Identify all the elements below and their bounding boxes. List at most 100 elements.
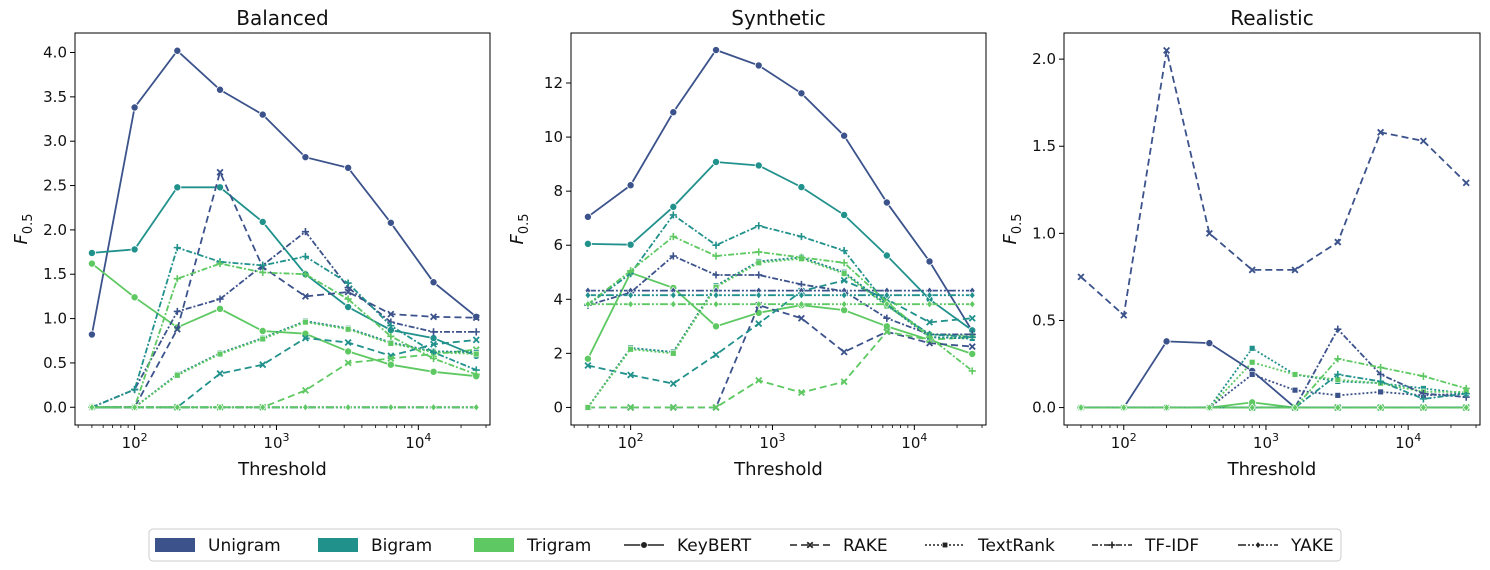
series-line-rake-trigram — [91, 348, 477, 409]
series-group — [1076, 46, 1471, 412]
data-point-rake-unigram-9 — [968, 343, 976, 351]
data-point-yake-trigram-0 — [1077, 403, 1085, 412]
data-point-yake-trigram-7 — [883, 300, 891, 309]
series-line-tf-idf-bigram — [587, 213, 973, 338]
chart-title: Balanced — [236, 6, 328, 30]
y-tick-label: 6 — [553, 236, 563, 254]
data-point-tf-idf-trigram-7 — [387, 332, 395, 340]
y-tick-label: 0.0 — [43, 398, 67, 416]
data-point-keybert-unigram-3 — [1205, 339, 1214, 348]
data-point-rake-bigram-5 — [301, 334, 309, 342]
data-point-tf-idf-bigram-6 — [344, 279, 352, 287]
y-axis-label: F0.5 — [1000, 213, 1025, 244]
y-tick-label: 2.0 — [1032, 50, 1056, 68]
data-point-keybert-bigram-4 — [754, 161, 763, 170]
data-point-tf-idf-unigram-5 — [301, 228, 310, 236]
legend-label: Bigram — [371, 536, 432, 556]
legend-item-bigram: Bigram — [318, 536, 432, 556]
data-point-rake-unigram-1 — [1120, 311, 1128, 319]
data-point-rake-bigram-4 — [755, 320, 763, 328]
data-point-keybert-unigram-1 — [130, 103, 139, 112]
data-point-yake-trigram-4 — [1248, 403, 1256, 412]
legend-box — [148, 528, 1342, 562]
data-point-yake-trigram-2 — [174, 403, 181, 412]
data-point-keybert-bigram-8 — [429, 334, 438, 343]
series-line-textrank-bigram — [587, 256, 973, 408]
data-point-keybert-unigram-0 — [583, 212, 592, 221]
legend-label: YAKE — [1290, 536, 1334, 556]
data-point-tf-idf-trigram-8 — [429, 354, 438, 363]
legend-label: TF-IDF — [1144, 536, 1199, 556]
data-point-textrank-unigram-6 — [1334, 392, 1341, 399]
data-point-tf-idf-trigram-5 — [797, 253, 806, 261]
data-point-yake-trigram-9 — [968, 300, 976, 309]
series-line-rake-bigram — [91, 337, 477, 409]
data-point-textrank-trigram-6 — [840, 270, 848, 277]
x-tick-label: 103 — [263, 431, 289, 452]
data-point-tf-idf-trigram-7 — [1377, 363, 1385, 372]
data-point-tf-idf-bigram-6 — [840, 247, 848, 255]
series-line-keybert-unigram — [91, 49, 477, 335]
y-axis-label: F0.5 — [507, 213, 532, 244]
data-point-rake-trigram-5 — [797, 389, 805, 397]
axes-frame — [1063, 32, 1481, 426]
data-point-yake-trigram-7 — [387, 403, 395, 412]
data-point-textrank-trigram-2 — [174, 372, 181, 379]
data-point-yake-trigram-7 — [1377, 403, 1384, 412]
legend-item-yake: YAKE — [1238, 536, 1334, 556]
data-point-yake-trigram-3 — [216, 403, 224, 412]
data-point-tf-idf-trigram-4 — [755, 248, 763, 256]
data-point-keybert-unigram-8 — [429, 278, 438, 287]
y-tick-label: 1.5 — [43, 265, 67, 283]
data-point-yake-bigram-7 — [883, 291, 891, 300]
data-point-rake-trigram-1 — [627, 403, 635, 411]
data-point-rake-trigram-7 — [883, 328, 891, 336]
data-point-rake-unigram-8 — [430, 313, 438, 321]
data-point-textrank-trigram-1 — [627, 346, 634, 353]
data-point-tf-idf-trigram-4 — [259, 268, 267, 277]
data-point-rake-unigram-3 — [216, 168, 224, 176]
data-point-keybert-bigram-6 — [344, 303, 353, 312]
y-tick-label: 10 — [544, 128, 563, 146]
y-axis-label: F0.5 — [11, 213, 36, 244]
data-point-tf-idf-trigram-3 — [216, 259, 224, 268]
data-point-tf-idf-unigram-3 — [216, 295, 224, 303]
data-point-keybert-unigram-4 — [258, 110, 267, 119]
legend-label: TextRank — [977, 536, 1055, 556]
data-point-keybert-unigram-7 — [386, 218, 395, 227]
data-point-rake-unigram-5 — [797, 314, 805, 322]
data-point-yake-bigram-8 — [926, 291, 933, 300]
y-tick-label: 3.0 — [43, 132, 67, 150]
data-point-rake-bigram-8 — [430, 340, 438, 348]
series-line-keybert-unigram — [587, 48, 974, 332]
axes-frame — [570, 32, 987, 426]
data-point-yake-trigram-0 — [88, 403, 96, 412]
series-line-rake-unigram — [91, 169, 477, 409]
y-tick-label: 2.5 — [43, 177, 67, 195]
data-point-tf-idf-trigram-6 — [1334, 355, 1342, 363]
series-group — [87, 46, 481, 412]
data-point-rake-trigram-7 — [387, 354, 395, 363]
data-point-textrank-unigram-7 — [1377, 388, 1384, 396]
legend-swatch — [474, 538, 514, 552]
x-axis-label: Threshold — [1227, 459, 1317, 480]
data-point-keybert-unigram-3 — [712, 46, 721, 55]
data-point-yake-trigram-6 — [344, 403, 352, 412]
data-point-textrank-trigram-7 — [387, 340, 395, 347]
data-point-keybert-unigram-3 — [216, 85, 225, 94]
data-point-keybert-bigram-1 — [130, 245, 139, 254]
data-point-tf-idf-bigram-2 — [173, 244, 181, 252]
panel-synthetic: 0 2 4 6 8 10 12 102 103 104 Synthetic Threshold F0.5 — [507, 6, 987, 480]
y-tick-label: 1.0 — [1032, 224, 1056, 242]
y-tick-label: 4 — [553, 290, 563, 308]
data-point-yake-bigram-2 — [670, 291, 677, 300]
legend: Unigram Bigram Trigram KeyBERT RAKE TextRank T… — [148, 528, 1342, 562]
data-point-yake-bigram-5 — [798, 291, 805, 300]
data-point-rake-trigram-3 — [712, 403, 720, 411]
data-point-rake-unigram-8 — [1419, 137, 1427, 145]
data-point-rake-trigram-5 — [301, 386, 309, 394]
data-point-keybert-unigram-2 — [669, 108, 678, 117]
legend-label: RAKE — [843, 536, 888, 556]
data-point-textrank-trigram-3 — [216, 350, 224, 358]
y-tick-label: 2 — [553, 344, 563, 362]
